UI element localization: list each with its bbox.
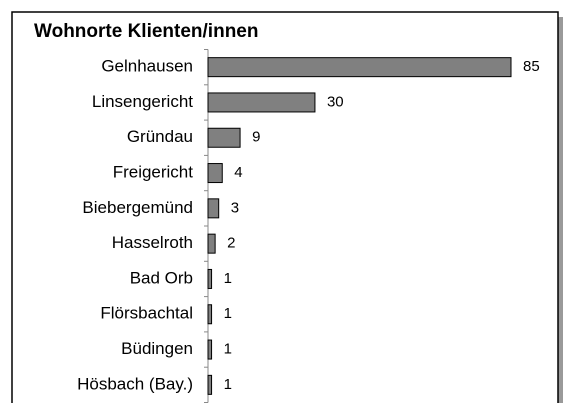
bar: [207, 374, 213, 395]
frame: [11, 11, 559, 403]
category-label: Bad Orb: [130, 268, 193, 287]
value-label: 3: [231, 199, 239, 216]
category-label: Gelnhausen: [101, 57, 193, 76]
bar: [207, 92, 316, 113]
category-label: Hösbach (Bay.): [77, 374, 193, 393]
category-label: Freigericht: [113, 163, 194, 182]
value-label: 4: [234, 164, 242, 181]
category-label: Flörsbachtal: [100, 304, 193, 323]
bar: [207, 233, 216, 254]
bar: [207, 198, 220, 219]
value-label: 30: [327, 93, 344, 110]
bar: [207, 339, 213, 360]
chart-title: Wohnorte Klienten/innen: [34, 21, 258, 42]
value-label: 85: [523, 58, 540, 75]
value-label: 1: [224, 305, 232, 322]
bar: [207, 127, 241, 148]
category-label: Büdingen: [121, 339, 193, 358]
category-label: Gründau: [127, 127, 193, 146]
category-label: Biebergemünd: [82, 198, 193, 217]
value-label: 2: [227, 235, 235, 252]
category-label: Linsengericht: [92, 92, 193, 111]
value-label: 9: [252, 129, 260, 146]
bar: [207, 57, 512, 78]
value-label: 1: [224, 270, 232, 287]
bar: [207, 304, 213, 325]
value-label: 1: [224, 376, 232, 393]
bar: [207, 268, 213, 289]
category-label: Hasselroth: [112, 233, 193, 252]
bar: [207, 163, 223, 184]
value-label: 1: [224, 341, 232, 358]
